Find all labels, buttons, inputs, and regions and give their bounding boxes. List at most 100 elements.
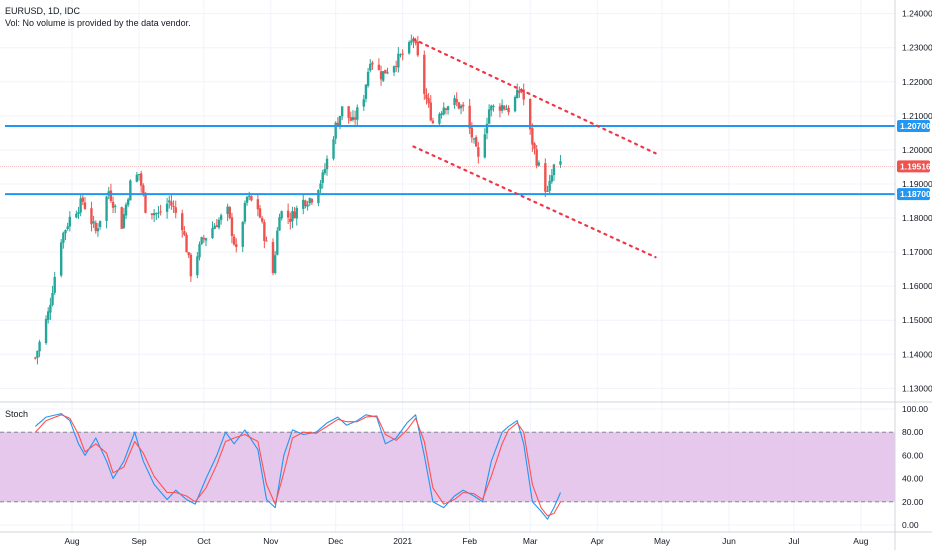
candle-body — [276, 230, 279, 255]
level-badge-label: 1.18700 — [900, 189, 931, 199]
stoch-pane[interactable] — [0, 401, 932, 520]
candle-body — [96, 228, 100, 232]
candle-body — [487, 109, 491, 124]
price-pane[interactable] — [0, 34, 895, 365]
candle-body — [122, 214, 126, 228]
stoch-d-line — [34, 414, 561, 517]
symbol-title: EURUSD, 1D, IDC — [5, 6, 81, 16]
candle-body — [442, 107, 445, 115]
time-tick-label: Mar — [523, 536, 538, 546]
candle-body — [248, 195, 251, 197]
candle-body — [44, 318, 48, 344]
candle-body — [377, 64, 381, 70]
candle-body — [522, 89, 525, 100]
candle-body — [83, 202, 87, 209]
candle-body — [382, 71, 385, 81]
candle-body — [500, 104, 504, 111]
candle-body — [137, 174, 141, 176]
candle-body — [431, 120, 435, 124]
candle-body — [552, 164, 556, 176]
candle-body — [286, 210, 290, 218]
candle-body — [62, 232, 65, 243]
candle-body — [533, 143, 536, 149]
candle-body — [49, 304, 52, 313]
stoch-tick-label: 60.00 — [902, 450, 924, 460]
candle-body — [485, 123, 489, 134]
candle-body — [537, 162, 541, 166]
candle-body — [124, 204, 128, 216]
price-tick-label: 1.24000 — [902, 9, 932, 19]
trend-line[interactable] — [412, 145, 657, 259]
candle-body — [155, 213, 158, 215]
candle-body — [219, 215, 223, 220]
candle-body — [120, 207, 123, 229]
price-tick-label: 1.17000 — [902, 247, 932, 257]
candle-body — [492, 105, 495, 108]
candle-body — [310, 199, 314, 203]
candle-body — [59, 242, 63, 276]
candle-body — [295, 207, 298, 219]
candle-body — [325, 158, 329, 170]
candle-body — [474, 137, 478, 147]
candle-body — [260, 218, 264, 222]
candle-body — [170, 201, 173, 206]
candle-body — [293, 211, 296, 219]
candle-body — [256, 199, 260, 210]
candle-body — [135, 174, 139, 182]
candle-body — [392, 66, 396, 73]
candle-body — [64, 230, 67, 234]
price-tick-label: 1.19000 — [902, 179, 932, 189]
candle-body — [150, 213, 154, 215]
volume-note: Vol: No volume is provided by the data v… — [5, 18, 191, 28]
candle-body — [77, 212, 80, 215]
candle-body — [211, 228, 214, 239]
time-tick-label: Aug — [853, 536, 868, 546]
candle-body — [457, 102, 461, 109]
candle-body — [79, 198, 82, 213]
candle-body — [204, 238, 208, 241]
candle-body — [159, 211, 162, 213]
candle-body — [304, 200, 307, 206]
time-tick-label: Oct — [197, 536, 211, 546]
candle-body — [291, 211, 294, 222]
candle-body — [356, 107, 359, 120]
candle-body — [168, 200, 171, 203]
stoch-pane-title: Stoch — [5, 409, 29, 419]
candle-body — [407, 42, 411, 54]
candle-body — [347, 106, 350, 118]
candle-body — [470, 127, 474, 138]
candle-body — [334, 122, 337, 139]
stoch-k-line — [34, 413, 562, 520]
price-tick-label: 1.20000 — [902, 145, 932, 155]
time-tick-label: Feb — [462, 536, 477, 546]
candle-body — [535, 149, 538, 166]
time-tick-label: May — [654, 536, 671, 546]
last-price-label: 1.19516 — [900, 161, 931, 171]
price-tick-label: 1.18000 — [902, 213, 932, 223]
candle-body — [401, 53, 404, 55]
candle-body — [200, 237, 203, 244]
candle-body — [505, 109, 508, 111]
candle-body — [228, 206, 231, 218]
candle-body — [528, 99, 532, 130]
candle-body — [280, 211, 283, 219]
trend-line[interactable] — [412, 38, 657, 155]
candle-body — [483, 134, 487, 158]
candle-body — [105, 196, 108, 221]
candle-body — [181, 213, 184, 231]
candle-body — [399, 54, 402, 56]
candle-body — [332, 139, 335, 159]
candle-body — [550, 175, 554, 182]
candle-body — [230, 217, 234, 237]
candle-body — [213, 225, 216, 229]
stoch-tick-label: 20.00 — [902, 497, 924, 507]
candle-body — [189, 254, 193, 277]
candle-body — [438, 114, 441, 124]
candle-body — [81, 197, 85, 202]
candle-body — [273, 255, 277, 273]
candle-body — [302, 199, 305, 209]
candle-body — [152, 213, 156, 216]
candle-body — [394, 66, 398, 68]
